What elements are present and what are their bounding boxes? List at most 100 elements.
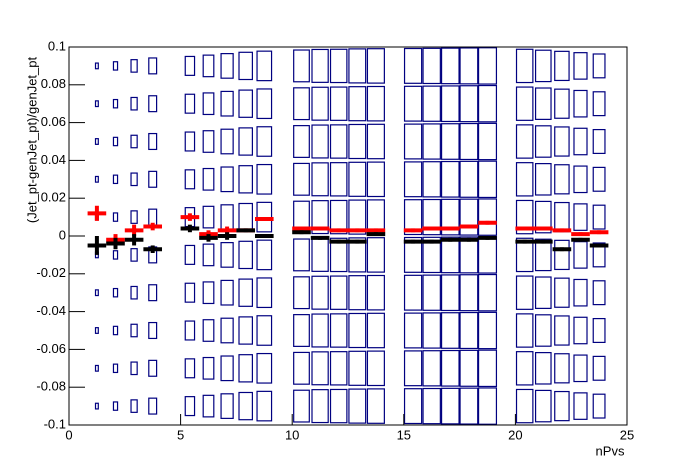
box: [202, 394, 215, 418]
box: [130, 399, 138, 413]
box: [238, 391, 253, 421]
box: [477, 236, 498, 274]
box: [422, 47, 441, 85]
box: [422, 387, 441, 425]
box: [403, 312, 423, 349]
box: [112, 98, 119, 109]
box: [130, 59, 138, 73]
box: [220, 204, 234, 230]
box: [477, 160, 498, 199]
box: [148, 95, 158, 113]
box: [311, 313, 329, 348]
box: [94, 402, 99, 410]
box: [311, 200, 329, 235]
box: [130, 248, 138, 262]
x-tick-label: 5: [177, 427, 184, 442]
box: [94, 289, 99, 297]
box: [238, 240, 253, 270]
box: [534, 163, 552, 196]
box: [592, 53, 606, 79]
box: [366, 161, 385, 198]
y-tick-label: 0.02: [41, 190, 66, 205]
box: [459, 387, 479, 425]
box: [130, 285, 138, 300]
box: [477, 47, 498, 85]
box: [554, 164, 570, 195]
box: [534, 125, 552, 158]
box: [311, 162, 329, 197]
y-tick-label: -0.06: [36, 341, 66, 356]
x-tick-label: 20: [508, 427, 522, 442]
box: [311, 48, 329, 83]
box: [148, 57, 158, 75]
box: [366, 350, 385, 387]
box: [592, 317, 606, 344]
box: [130, 323, 138, 338]
box: [459, 160, 479, 198]
box: [515, 237, 534, 273]
x-tick-label: 15: [397, 427, 411, 442]
box: [366, 123, 385, 160]
box: [422, 350, 441, 387]
box: [573, 127, 588, 156]
box: [184, 358, 196, 379]
box: [293, 276, 310, 310]
box: [440, 123, 460, 160]
x-axis-label: nPvs: [596, 443, 625, 458]
box: [112, 287, 119, 298]
box: [440, 160, 460, 198]
x-tick-label: 25: [620, 427, 634, 442]
box: [477, 311, 498, 350]
y-tick-label: -0.04: [36, 303, 66, 318]
box: [459, 236, 479, 274]
box: [440, 85, 460, 123]
box: [403, 274, 423, 311]
box: [573, 203, 588, 231]
box: [440, 274, 460, 312]
box: [220, 128, 234, 155]
box: [311, 86, 329, 121]
box: [202, 356, 215, 380]
box: [403, 388, 423, 425]
box: [515, 313, 534, 348]
box: [459, 274, 479, 312]
box: [112, 61, 119, 71]
box: [238, 278, 253, 307]
box: [112, 325, 119, 336]
box: [403, 85, 423, 122]
box: [293, 125, 310, 158]
box: [311, 124, 329, 159]
box: [256, 352, 273, 384]
box: [403, 236, 423, 273]
box: [220, 279, 234, 306]
box: [534, 352, 552, 385]
box: [554, 353, 570, 384]
box: [459, 349, 479, 387]
y-tick-label: -0.1: [44, 416, 66, 431]
box: [329, 48, 348, 84]
box: [112, 250, 119, 260]
box: [403, 161, 423, 198]
box: [348, 86, 367, 122]
box: [130, 172, 138, 187]
box: [366, 85, 385, 122]
box: [477, 84, 498, 123]
box: [293, 314, 310, 347]
box: [256, 126, 273, 157]
box: [366, 274, 385, 311]
box: [256, 315, 273, 346]
box: [311, 351, 329, 386]
box: [202, 281, 215, 305]
box: [348, 388, 367, 424]
box: [256, 163, 273, 195]
box: [515, 388, 534, 424]
box: [184, 169, 196, 190]
box: [148, 321, 158, 340]
box: [554, 239, 570, 271]
box: [554, 88, 570, 119]
box: [440, 312, 460, 349]
box: [403, 123, 423, 160]
box: [573, 52, 588, 80]
box: [592, 355, 606, 381]
box: [329, 351, 348, 386]
